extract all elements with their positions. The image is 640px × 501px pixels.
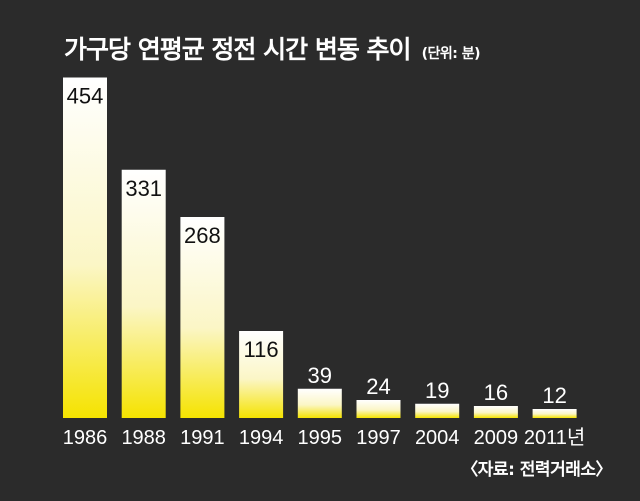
bar-1995 bbox=[297, 388, 342, 418]
source-note: 〈자료: 전력거래소〉 bbox=[461, 460, 612, 480]
bar-1986 bbox=[63, 77, 107, 418]
value-label-1997: 24 bbox=[366, 374, 390, 399]
bar-group bbox=[63, 77, 577, 418]
x-tick-label-2011년: 2011년 bbox=[524, 426, 585, 449]
bar-2011년 bbox=[532, 409, 577, 418]
value-label-1988: 331 bbox=[125, 176, 162, 201]
value-label-1991: 268 bbox=[184, 223, 221, 248]
value-label-1994: 116 bbox=[244, 337, 279, 362]
value-label-2011년: 12 bbox=[542, 383, 566, 408]
value-label-1986: 454 bbox=[67, 84, 104, 109]
bar-2009 bbox=[473, 406, 518, 418]
x-tick-label-1995: 1995 bbox=[298, 427, 343, 449]
x-tick-label-1986: 1986 bbox=[63, 427, 108, 449]
bar-1994 bbox=[239, 331, 284, 418]
chart-title-row: 가구당 연평균 정전 시간 변동 추이 (단위: 분) bbox=[64, 30, 481, 66]
bar-1991 bbox=[180, 217, 225, 418]
chart-title: 가구당 연평균 정전 시간 변동 추이 bbox=[64, 35, 412, 64]
value-label-2004: 19 bbox=[425, 378, 449, 403]
value-label-2009: 16 bbox=[484, 380, 508, 405]
x-tick-label-1991: 1991 bbox=[180, 427, 225, 449]
bar-1988 bbox=[121, 169, 166, 418]
value-label-group: 454 331 268 116 39 24 19 16 12 bbox=[67, 84, 567, 409]
x-tick-label-1997: 1997 bbox=[356, 427, 401, 449]
value-label-1995: 39 bbox=[308, 363, 332, 388]
x-tick-label-2009: 2009 bbox=[474, 427, 519, 449]
chart-unit-note: (단위: 분) bbox=[421, 46, 481, 62]
bar-2004 bbox=[415, 403, 460, 418]
x-tick-label-2004: 2004 bbox=[415, 427, 460, 449]
x-tick-label-1988: 1988 bbox=[121, 427, 166, 449]
x-tick-group: 1986 1988 1991 1994 1995 1997 2004 2009 2011년 bbox=[63, 426, 586, 449]
bar-1997 bbox=[356, 400, 401, 418]
x-tick-label-1994: 1994 bbox=[239, 427, 284, 449]
